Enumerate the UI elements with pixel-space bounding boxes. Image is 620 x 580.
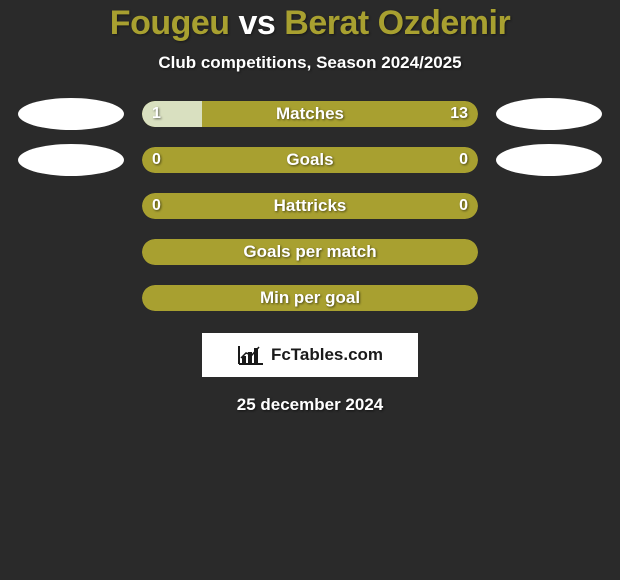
stat-row: 00Goals xyxy=(0,147,620,173)
player-1-badge xyxy=(18,144,124,176)
player-2-name: Berat Ozdemir xyxy=(284,4,510,42)
source-logo-text: FcTables.com xyxy=(271,345,383,365)
stat-row: Min per goal xyxy=(0,285,620,311)
player-2-badge xyxy=(496,98,602,130)
stat-row: 00Hattricks xyxy=(0,193,620,219)
stat-bar: 00Hattricks xyxy=(142,193,478,219)
bar-background xyxy=(142,147,478,173)
snapshot-date: 25 december 2024 xyxy=(237,395,384,415)
stat-row: 113Matches xyxy=(0,101,620,127)
stat-bar: 00Goals xyxy=(142,147,478,173)
stat-rows: 113Matches 00Goals 00Hattricks Goals per ma… xyxy=(0,101,620,311)
player-1-badge xyxy=(18,98,124,130)
bar-background xyxy=(142,285,478,311)
bar-chart-icon xyxy=(237,344,265,366)
bar-background xyxy=(142,193,478,219)
player-2-badge xyxy=(496,144,602,176)
source-logo: FcTables.com xyxy=(202,333,418,377)
vs-separator: vs xyxy=(230,4,285,42)
comparison-infographic: Fougeu vs Berat Ozdemir Club competition… xyxy=(0,0,620,415)
stat-row: Goals per match xyxy=(0,239,620,265)
bar-background xyxy=(142,239,478,265)
stat-bar: Goals per match xyxy=(142,239,478,265)
comparison-subtitle: Club competitions, Season 2024/2025 xyxy=(158,53,461,73)
stat-bar: 113Matches xyxy=(142,101,478,127)
player-1-name: Fougeu xyxy=(110,4,230,42)
stat-bar: Min per goal xyxy=(142,285,478,311)
bar-fill-left xyxy=(142,101,202,127)
comparison-title: Fougeu vs Berat Ozdemir xyxy=(110,4,510,43)
